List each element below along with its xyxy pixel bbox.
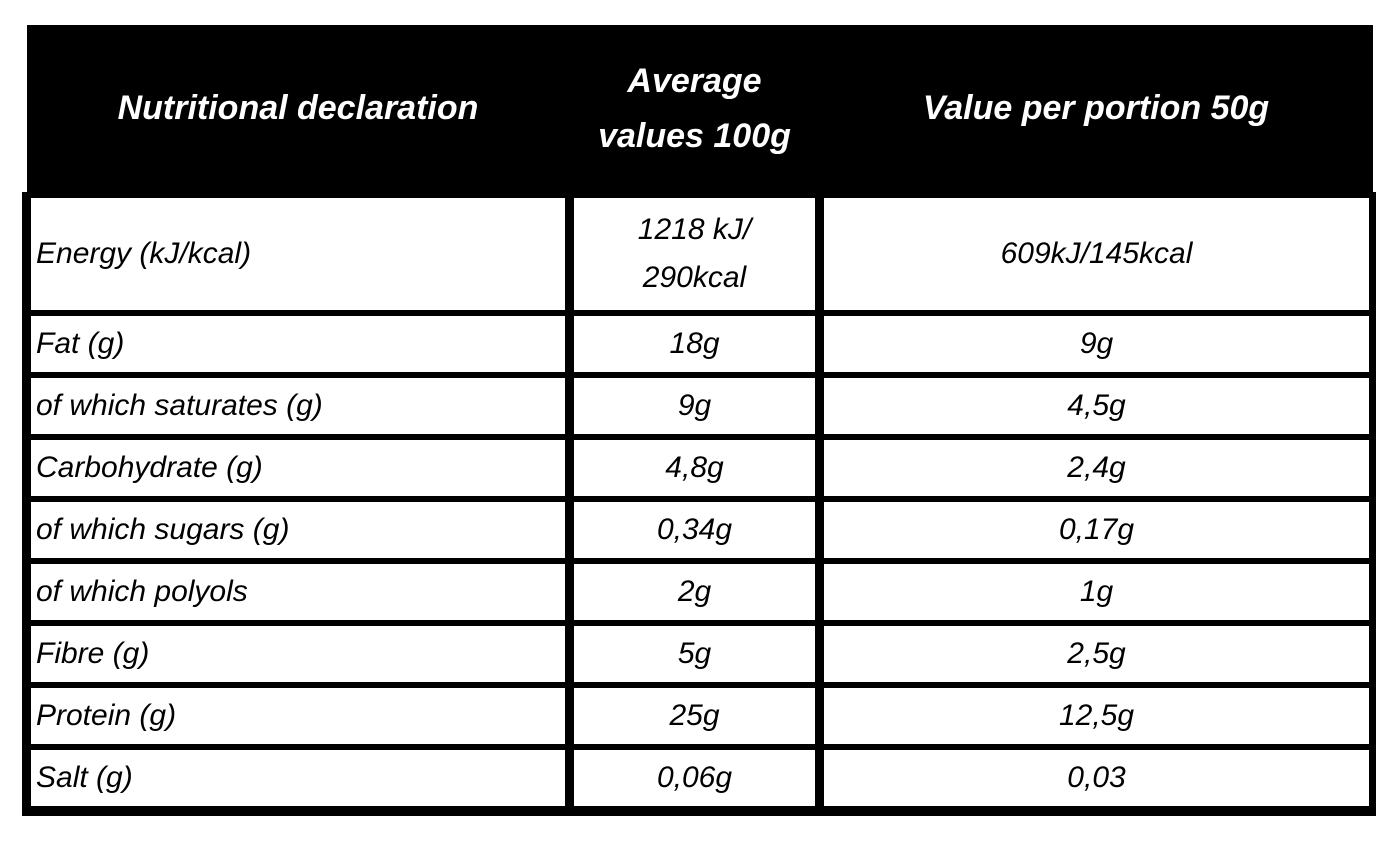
value-per-portion: 0,03: [816, 744, 1376, 816]
value-per-portion: 4,5g: [816, 372, 1376, 440]
table-row-sugars: of which sugars (g) 0,34g 0,17g: [22, 496, 1376, 564]
value-per-100g: 4,8g: [565, 434, 824, 502]
value-per-100g: 1218 kJ/ 290kcal: [565, 192, 824, 316]
value-per-100g: 5g: [565, 620, 824, 688]
value-per-portion: 2,4g: [816, 434, 1376, 502]
value-per-portion: 12,5g: [816, 682, 1376, 750]
row-label: Energy (kJ/kcal): [22, 192, 573, 316]
header-average-values-100g: Average values 100g: [569, 25, 820, 195]
row-label: Fibre (g): [22, 620, 573, 688]
table-row-fibre: Fibre (g) 5g 2,5g: [22, 620, 1376, 688]
value-per-portion: 9g: [816, 310, 1376, 378]
value-per-portion: 609kJ/145kcal: [816, 192, 1376, 316]
table-row-fat: Fat (g) 18g 9g: [22, 310, 1376, 378]
value-per-100g: 18g: [565, 310, 824, 378]
value-per-100g: 9g: [565, 372, 824, 440]
value-per-portion: 0,17g: [816, 496, 1376, 564]
row-label: Fat (g): [22, 310, 573, 378]
row-label: Protein (g): [22, 682, 573, 750]
nutrition-table: Nutritional declaration Average values 1…: [22, 25, 1376, 816]
value-per-portion: 1g: [816, 558, 1376, 626]
table-row-salt: Salt (g) 0,06g 0,03: [22, 744, 1376, 816]
row-label: of which saturates (g): [22, 372, 573, 440]
value-per-portion: 2,5g: [816, 620, 1376, 688]
value-per-100g: 25g: [565, 682, 824, 750]
table-row-saturates: of which saturates (g) 9g 4,5g: [22, 372, 1376, 440]
header-nutritional-declaration: Nutritional declaration: [26, 25, 570, 195]
value-per-100g: 0,34g: [565, 496, 824, 564]
value-per-100g: 0,06g: [565, 744, 824, 816]
table-row-energy: Energy (kJ/kcal) 1218 kJ/ 290kcal 609kJ/…: [22, 192, 1376, 316]
row-label: Carbohydrate (g): [22, 434, 573, 502]
table-row-protein: Protein (g) 25g 12,5g: [22, 682, 1376, 750]
table-row-carbohydrate: Carbohydrate (g) 4,8g 2,4g: [22, 434, 1376, 502]
value-per-100g: 2g: [565, 558, 824, 626]
row-label: of which polyols: [22, 558, 573, 626]
table-row-polyols: of which polyols 2g 1g: [22, 558, 1376, 626]
header-row: Nutritional declaration Average values 1…: [26, 25, 1373, 195]
row-label: of which sugars (g): [22, 496, 573, 564]
row-label: Salt (g): [22, 744, 573, 816]
header-value-per-portion-50g: Value per portion 50g: [819, 25, 1373, 195]
